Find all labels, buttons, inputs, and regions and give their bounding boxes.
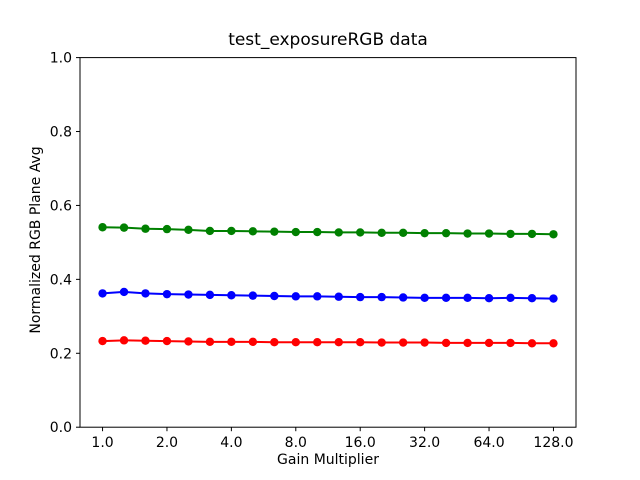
series-marker-blue-plane	[506, 293, 515, 303]
series-marker-green-plane	[162, 224, 172, 234]
series-marker-green-plane	[441, 228, 451, 238]
series-marker-red-plane	[356, 337, 365, 347]
y-tick-label: 0.4	[50, 272, 72, 288]
series-marker-green-plane	[334, 228, 343, 237]
series-marker-green-plane	[227, 226, 236, 236]
series-marker-blue-plane	[377, 292, 386, 302]
y-tick-label: 0.8	[50, 125, 72, 141]
x-axis-label: Gain Multiplier	[277, 452, 379, 468]
series-marker-red-plane	[484, 338, 494, 348]
series-marker-blue-plane	[248, 291, 258, 300]
series-marker-green-plane	[291, 227, 300, 237]
series-marker-green-plane	[313, 227, 322, 237]
series-marker-red-plane	[98, 336, 107, 346]
series-marker-blue-plane	[184, 290, 193, 299]
series-marker-blue-plane	[205, 290, 215, 300]
series-marker-blue-plane	[162, 289, 172, 299]
y-tick-label: 0.6	[50, 198, 72, 214]
series-marker-red-plane	[248, 337, 258, 347]
y-tick-label: 0.2	[50, 346, 72, 362]
series-marker-green-plane	[527, 229, 537, 239]
series-marker-green-plane	[484, 229, 494, 238]
series-marker-blue-plane	[463, 293, 472, 303]
x-tick-label: 1.0	[91, 435, 113, 451]
series-marker-green-plane	[420, 228, 429, 238]
series-marker-green-plane	[356, 228, 365, 237]
series-marker-blue-plane	[441, 293, 451, 303]
x-tick-label: 16.0	[345, 435, 376, 451]
series-marker-red-plane	[119, 336, 129, 345]
series-line-blue-plane	[102, 290, 554, 300]
series-marker-green-plane	[549, 230, 558, 239]
x-tick-label: 64.0	[473, 435, 504, 451]
series-marker-red-plane	[506, 338, 515, 348]
series-marker-blue-plane	[119, 287, 129, 297]
series-marker-blue-plane	[420, 293, 429, 303]
series-marker-red-plane	[527, 339, 537, 348]
series-marker-green-plane	[119, 223, 129, 232]
series-marker-blue-plane	[484, 294, 494, 303]
series-marker-red-plane	[227, 337, 236, 347]
series-marker-green-plane	[98, 223, 107, 232]
series-marker-green-plane	[184, 225, 193, 235]
series-marker-red-plane	[291, 337, 300, 347]
series-marker-blue-plane	[291, 292, 300, 301]
series-marker-green-plane	[270, 227, 279, 236]
chart-title: test_exposureRGB data	[228, 30, 428, 50]
x-tick-label: 2.0	[156, 435, 178, 451]
series-marker-green-plane	[463, 229, 472, 238]
series-marker-red-plane	[420, 338, 429, 347]
series-marker-red-plane	[270, 337, 279, 347]
series-marker-blue-plane	[334, 292, 343, 301]
series-marker-green-plane	[398, 228, 408, 237]
series-marker-red-plane	[184, 337, 193, 346]
x-tick-label: 4.0	[220, 435, 242, 451]
series-marker-green-plane	[248, 227, 258, 236]
series-marker-blue-plane	[313, 292, 322, 301]
series-marker-red-plane	[162, 336, 172, 346]
plot-border	[79, 57, 577, 428]
series-marker-blue-plane	[356, 292, 365, 302]
series-line-green-plane	[102, 226, 554, 236]
series-marker-red-plane	[334, 337, 343, 347]
series-marker-red-plane	[463, 338, 472, 348]
series-marker-red-plane	[313, 337, 322, 347]
y-tick-label: 0.0	[50, 420, 72, 436]
series-marker-red-plane	[398, 338, 408, 347]
series-marker-blue-plane	[398, 293, 408, 302]
series-marker-red-plane	[377, 338, 386, 347]
x-tick-label: 128.0	[533, 435, 573, 451]
series-marker-blue-plane	[227, 291, 236, 300]
series-marker-blue-plane	[270, 291, 279, 301]
series-marker-blue-plane	[141, 289, 150, 298]
series-marker-red-plane	[141, 336, 150, 345]
series-line-red-plane	[102, 339, 554, 345]
series-marker-blue-plane	[527, 294, 537, 303]
series-marker-green-plane	[205, 226, 215, 236]
series-marker-blue-plane	[98, 289, 107, 298]
series-marker-green-plane	[506, 229, 515, 239]
series-marker-red-plane	[441, 338, 451, 348]
series-marker-red-plane	[549, 339, 558, 348]
x-tick-label: 8.0	[285, 435, 307, 451]
series-marker-green-plane	[377, 228, 386, 237]
x-tick-label: 32.0	[409, 435, 440, 451]
y-tick-label: 1.0	[50, 51, 72, 67]
series-marker-red-plane	[205, 337, 215, 347]
series-marker-green-plane	[141, 224, 150, 233]
series-marker-blue-plane	[549, 294, 558, 303]
